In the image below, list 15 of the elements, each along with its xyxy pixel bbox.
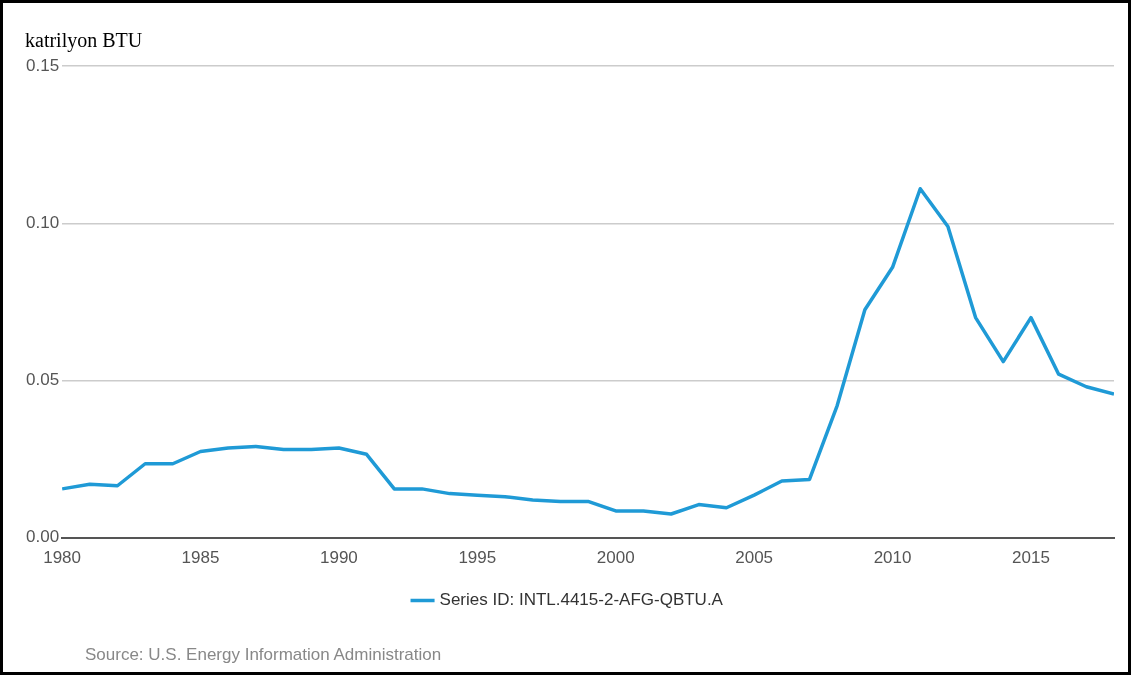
x-tick-label: 2015	[1012, 548, 1050, 568]
x-tick-label: 2005	[735, 548, 774, 568]
x-tick-label: 2000	[596, 548, 635, 568]
x-tick-label: 1980	[43, 548, 81, 568]
y-axis-title: katrilyon BTU	[25, 29, 143, 52]
y-tick-label: 0.00	[25, 527, 60, 547]
x-tick-label: 2010	[873, 548, 912, 568]
source-note: Source: U.S. Energy Information Administration	[85, 645, 442, 665]
x-tick-label: 1995	[458, 548, 497, 568]
x-tick-label: 1985	[181, 548, 220, 568]
legend-label: Series ID: INTL.4415-2-AFG-QBTU.A	[439, 590, 724, 610]
y-tick-label: 0.10	[25, 213, 60, 233]
y-tick-label: 0.05	[25, 370, 60, 390]
x-tick-label: 1990	[319, 548, 358, 568]
y-tick-label: 0.15	[25, 55, 60, 75]
